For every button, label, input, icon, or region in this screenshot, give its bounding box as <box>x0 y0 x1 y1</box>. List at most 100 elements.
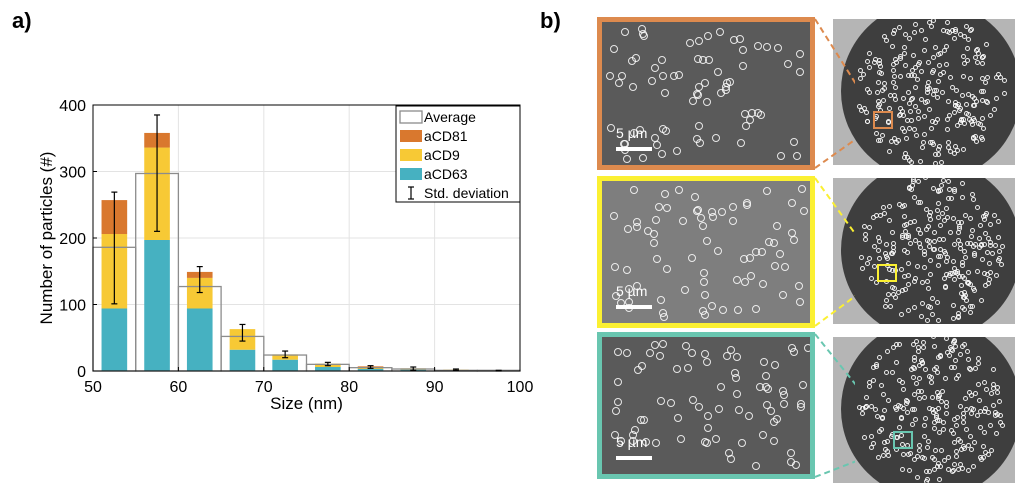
particle-dot <box>945 140 951 146</box>
particle-dot <box>899 266 905 272</box>
particle-dot <box>945 98 951 104</box>
particle-dot <box>916 344 922 350</box>
particle-dot <box>902 63 908 69</box>
particle-dot <box>999 261 1005 267</box>
particle-dot <box>897 424 903 430</box>
particle-dot <box>993 273 999 278</box>
particle-dot <box>961 33 967 39</box>
particle-dot <box>917 159 923 165</box>
particle-dot <box>941 249 947 255</box>
particle-dot <box>859 265 865 271</box>
particle-marker <box>707 301 716 310</box>
bar-acd63 <box>101 308 128 371</box>
particle-dot <box>935 201 941 207</box>
particle-dot <box>938 398 944 404</box>
particle-dot <box>938 253 943 259</box>
particle-marker <box>695 121 704 130</box>
particle-marker <box>630 128 639 137</box>
y-axis-label: Number of particles (#) <box>37 152 56 325</box>
legend-swatch-acd81 <box>400 130 422 142</box>
particle-marker <box>637 361 646 370</box>
particle-marker <box>731 369 740 378</box>
particle-dot <box>931 337 937 339</box>
particle-marker <box>776 249 785 258</box>
particle-dot <box>903 32 909 38</box>
particle-dot <box>1001 78 1007 84</box>
particle-marker <box>614 397 623 406</box>
particle-dot <box>981 241 987 247</box>
particle-dot <box>866 255 872 261</box>
particle-dot <box>892 56 898 62</box>
particle-dot <box>919 389 925 395</box>
particle-marker <box>673 365 682 374</box>
particle-dot <box>995 219 1001 225</box>
particle-marker <box>699 55 708 64</box>
particle-dot <box>908 108 914 114</box>
particle-dot <box>926 373 932 379</box>
particle-dot <box>939 448 945 454</box>
particle-marker <box>743 199 752 208</box>
particle-marker <box>703 31 712 40</box>
particle-dot <box>900 380 906 386</box>
particle-marker <box>611 292 620 301</box>
particle-marker <box>740 254 749 263</box>
particle-dot <box>907 451 913 457</box>
particle-dot <box>875 414 881 419</box>
particle-dot <box>965 240 971 246</box>
particle-dot <box>962 60 968 66</box>
particle-dot <box>919 300 925 306</box>
particle-marker <box>662 264 671 273</box>
particle-dot <box>930 119 936 125</box>
particle-dot <box>962 341 968 347</box>
particle-dot <box>898 404 904 410</box>
particle-dot <box>954 147 960 153</box>
particle-marker <box>699 221 708 230</box>
particle-dot <box>970 228 976 234</box>
particle-dot <box>875 90 880 96</box>
particle-dot <box>945 195 951 201</box>
particle-dot <box>943 403 949 409</box>
particle-dot <box>885 118 891 124</box>
particle-dot <box>924 476 930 482</box>
y-tick-label: 200 <box>59 231 86 248</box>
particle-dot <box>858 76 864 82</box>
bar-acd63 <box>272 359 298 371</box>
particle-marker <box>687 348 696 357</box>
particle-dot <box>960 195 966 201</box>
particle-dot <box>942 457 948 463</box>
particle-dot <box>903 286 909 292</box>
particle-dot <box>914 454 920 460</box>
particle-dot <box>976 397 982 403</box>
particle-dot <box>899 125 905 131</box>
particle-dot <box>972 391 978 397</box>
particle-dot <box>927 405 933 411</box>
bar-acd63 <box>229 349 256 371</box>
particle-dot <box>856 104 862 110</box>
particle-dot <box>959 282 965 288</box>
panel-label-a: a) <box>12 8 32 33</box>
particle-marker <box>729 217 738 226</box>
particle-dot <box>937 393 943 399</box>
particle-dot <box>885 453 891 459</box>
x-tick-label: 80 <box>340 379 358 396</box>
particle-dot <box>997 398 1003 404</box>
particle-marker <box>733 353 742 362</box>
particle-marker <box>644 227 653 236</box>
particle-dot <box>907 126 913 132</box>
scale-bar-label: 5 µm <box>616 125 648 141</box>
particle-dot <box>923 37 929 43</box>
particle-dot <box>996 248 1002 254</box>
particle-dot <box>948 74 954 80</box>
particle-dot <box>873 407 879 413</box>
particle-dot <box>926 469 932 475</box>
panel-label-b: b) <box>540 8 561 33</box>
particle-dot <box>932 151 938 157</box>
particle-dot <box>983 99 989 105</box>
particle-dot <box>918 231 924 237</box>
particle-dot <box>979 116 985 122</box>
particle-dot <box>896 377 902 383</box>
particle-dot <box>902 229 908 235</box>
particle-marker <box>610 431 619 440</box>
particle-marker <box>645 349 654 358</box>
particle-marker <box>796 403 805 412</box>
